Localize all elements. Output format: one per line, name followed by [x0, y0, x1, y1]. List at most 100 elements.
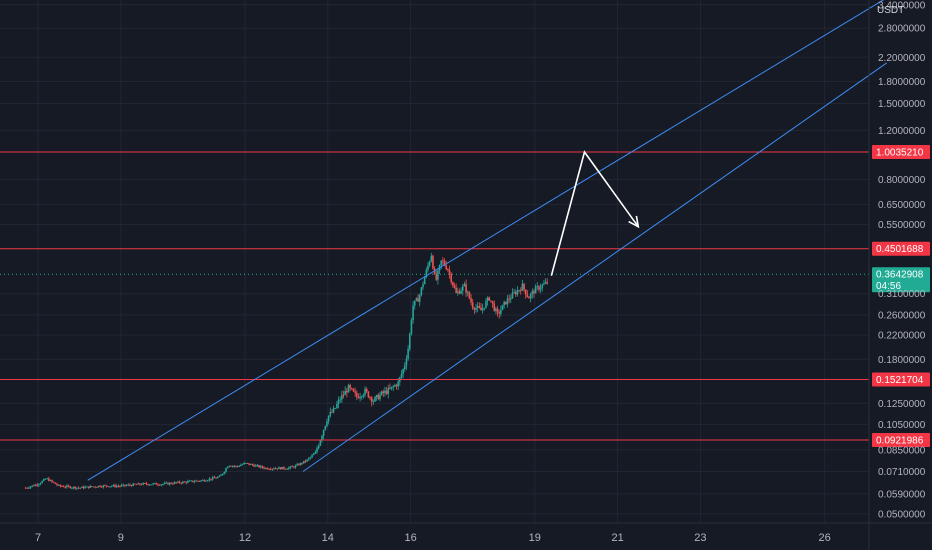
current-price-label: 0.3642908: [876, 270, 924, 281]
candle-body: [215, 477, 217, 479]
price-axis[interactable]: 3.4000000 2.8000000 2.2000000 1.8000000 1.50…: [878, 0, 926, 520]
price-tick-label: 0.0590000: [878, 489, 926, 500]
candle-body: [331, 411, 333, 413]
candle-body: [511, 292, 514, 299]
price-tick-label: 1.2000000: [878, 126, 926, 137]
channel-line[interactable]: [87, 0, 887, 481]
level-badge: [872, 372, 930, 387]
candle-body: [298, 464, 300, 466]
candle-body: [390, 386, 393, 389]
candle-body: [498, 312, 500, 314]
candle-body: [430, 255, 433, 262]
candle-body: [291, 466, 293, 468]
candle-body: [233, 465, 236, 467]
candle-body: [415, 298, 418, 301]
candle-body: [69, 486, 72, 489]
candle-body: [404, 365, 406, 370]
projection-path[interactable]: [550, 150, 639, 276]
level-badge: [872, 145, 930, 159]
candle-body: [140, 484, 143, 486]
candle-body: [99, 485, 101, 487]
channel-line[interactable]: [302, 62, 887, 472]
candle-body: [182, 481, 184, 484]
candle-body: [379, 394, 381, 400]
candle-body: [500, 310, 502, 314]
candle-body: [221, 473, 224, 476]
candle-body: [205, 480, 207, 482]
candle-body: [523, 283, 525, 290]
candle-body: [544, 281, 547, 284]
price-tick-label: 0.1050000: [878, 420, 926, 431]
candle-body: [377, 395, 380, 400]
candle-body: [293, 466, 295, 468]
candle-body: [437, 270, 439, 280]
candle-body: [422, 284, 424, 288]
candle-body: [476, 306, 479, 308]
candle-body: [284, 468, 287, 470]
candle-body: [153, 483, 156, 484]
candle-body: [190, 480, 192, 482]
candle-body: [89, 486, 91, 488]
candle-body: [256, 465, 259, 467]
candle-body: [198, 480, 201, 482]
candle-body: [463, 283, 466, 287]
candle-body: [319, 440, 322, 446]
candle-body: [279, 467, 282, 470]
candle-body: [79, 487, 82, 489]
candle-body: [266, 467, 269, 470]
candle-body: [534, 286, 537, 294]
candle-body: [468, 292, 471, 299]
candle-body: [97, 485, 100, 488]
trend-channel[interactable]: [87, 0, 887, 481]
candle-body: [521, 283, 524, 291]
price-tick-label: 1.5000000: [878, 99, 926, 110]
candle-body: [172, 483, 174, 485]
candle-body: [193, 481, 196, 483]
candle-body: [443, 260, 446, 266]
candle-body: [342, 394, 345, 396]
candle-body: [306, 459, 308, 462]
candle-body: [66, 485, 68, 488]
candle-body: [473, 308, 476, 310]
candle-body: [180, 482, 183, 484]
candle-body: [31, 485, 34, 487]
candle-body: [355, 392, 358, 397]
candle-body: [59, 484, 62, 487]
candle-body: [115, 485, 118, 487]
candle-body: [201, 480, 204, 481]
candle-body: [211, 477, 214, 480]
candle-body: [538, 286, 540, 290]
candle-body: [490, 300, 492, 302]
candle-body: [526, 294, 529, 297]
candle-body: [175, 482, 178, 484]
candle-body: [341, 394, 343, 400]
arrow-head: [628, 215, 640, 229]
candle-body: [160, 484, 163, 486]
candle-body: [92, 486, 95, 488]
candle-body: [44, 478, 47, 480]
level-badge-label: 0.4501688: [876, 244, 924, 255]
candle-body: [230, 465, 232, 467]
candle-body: [38, 484, 40, 486]
candle-body: [42, 479, 45, 481]
candle-body: [543, 283, 545, 285]
candle-body: [461, 286, 464, 291]
projection-arrow[interactable]: [550, 150, 640, 276]
candle-body: [397, 381, 399, 387]
candle-body: [127, 484, 130, 486]
candle-body: [309, 457, 312, 459]
candle-body: [120, 485, 123, 487]
candle-body: [248, 463, 250, 465]
candle-body: [236, 465, 239, 467]
candle-body: [369, 397, 371, 399]
candle-body: [235, 465, 237, 467]
candle-body: [168, 482, 171, 485]
candle-body: [281, 467, 284, 470]
time-tick-label: 7: [35, 532, 41, 544]
time-axis[interactable]: 7 9 12 14 16 19 21 23 26: [35, 532, 831, 544]
candle-body: [77, 487, 80, 489]
candle-body: [334, 408, 337, 409]
candle-body: [130, 485, 133, 487]
